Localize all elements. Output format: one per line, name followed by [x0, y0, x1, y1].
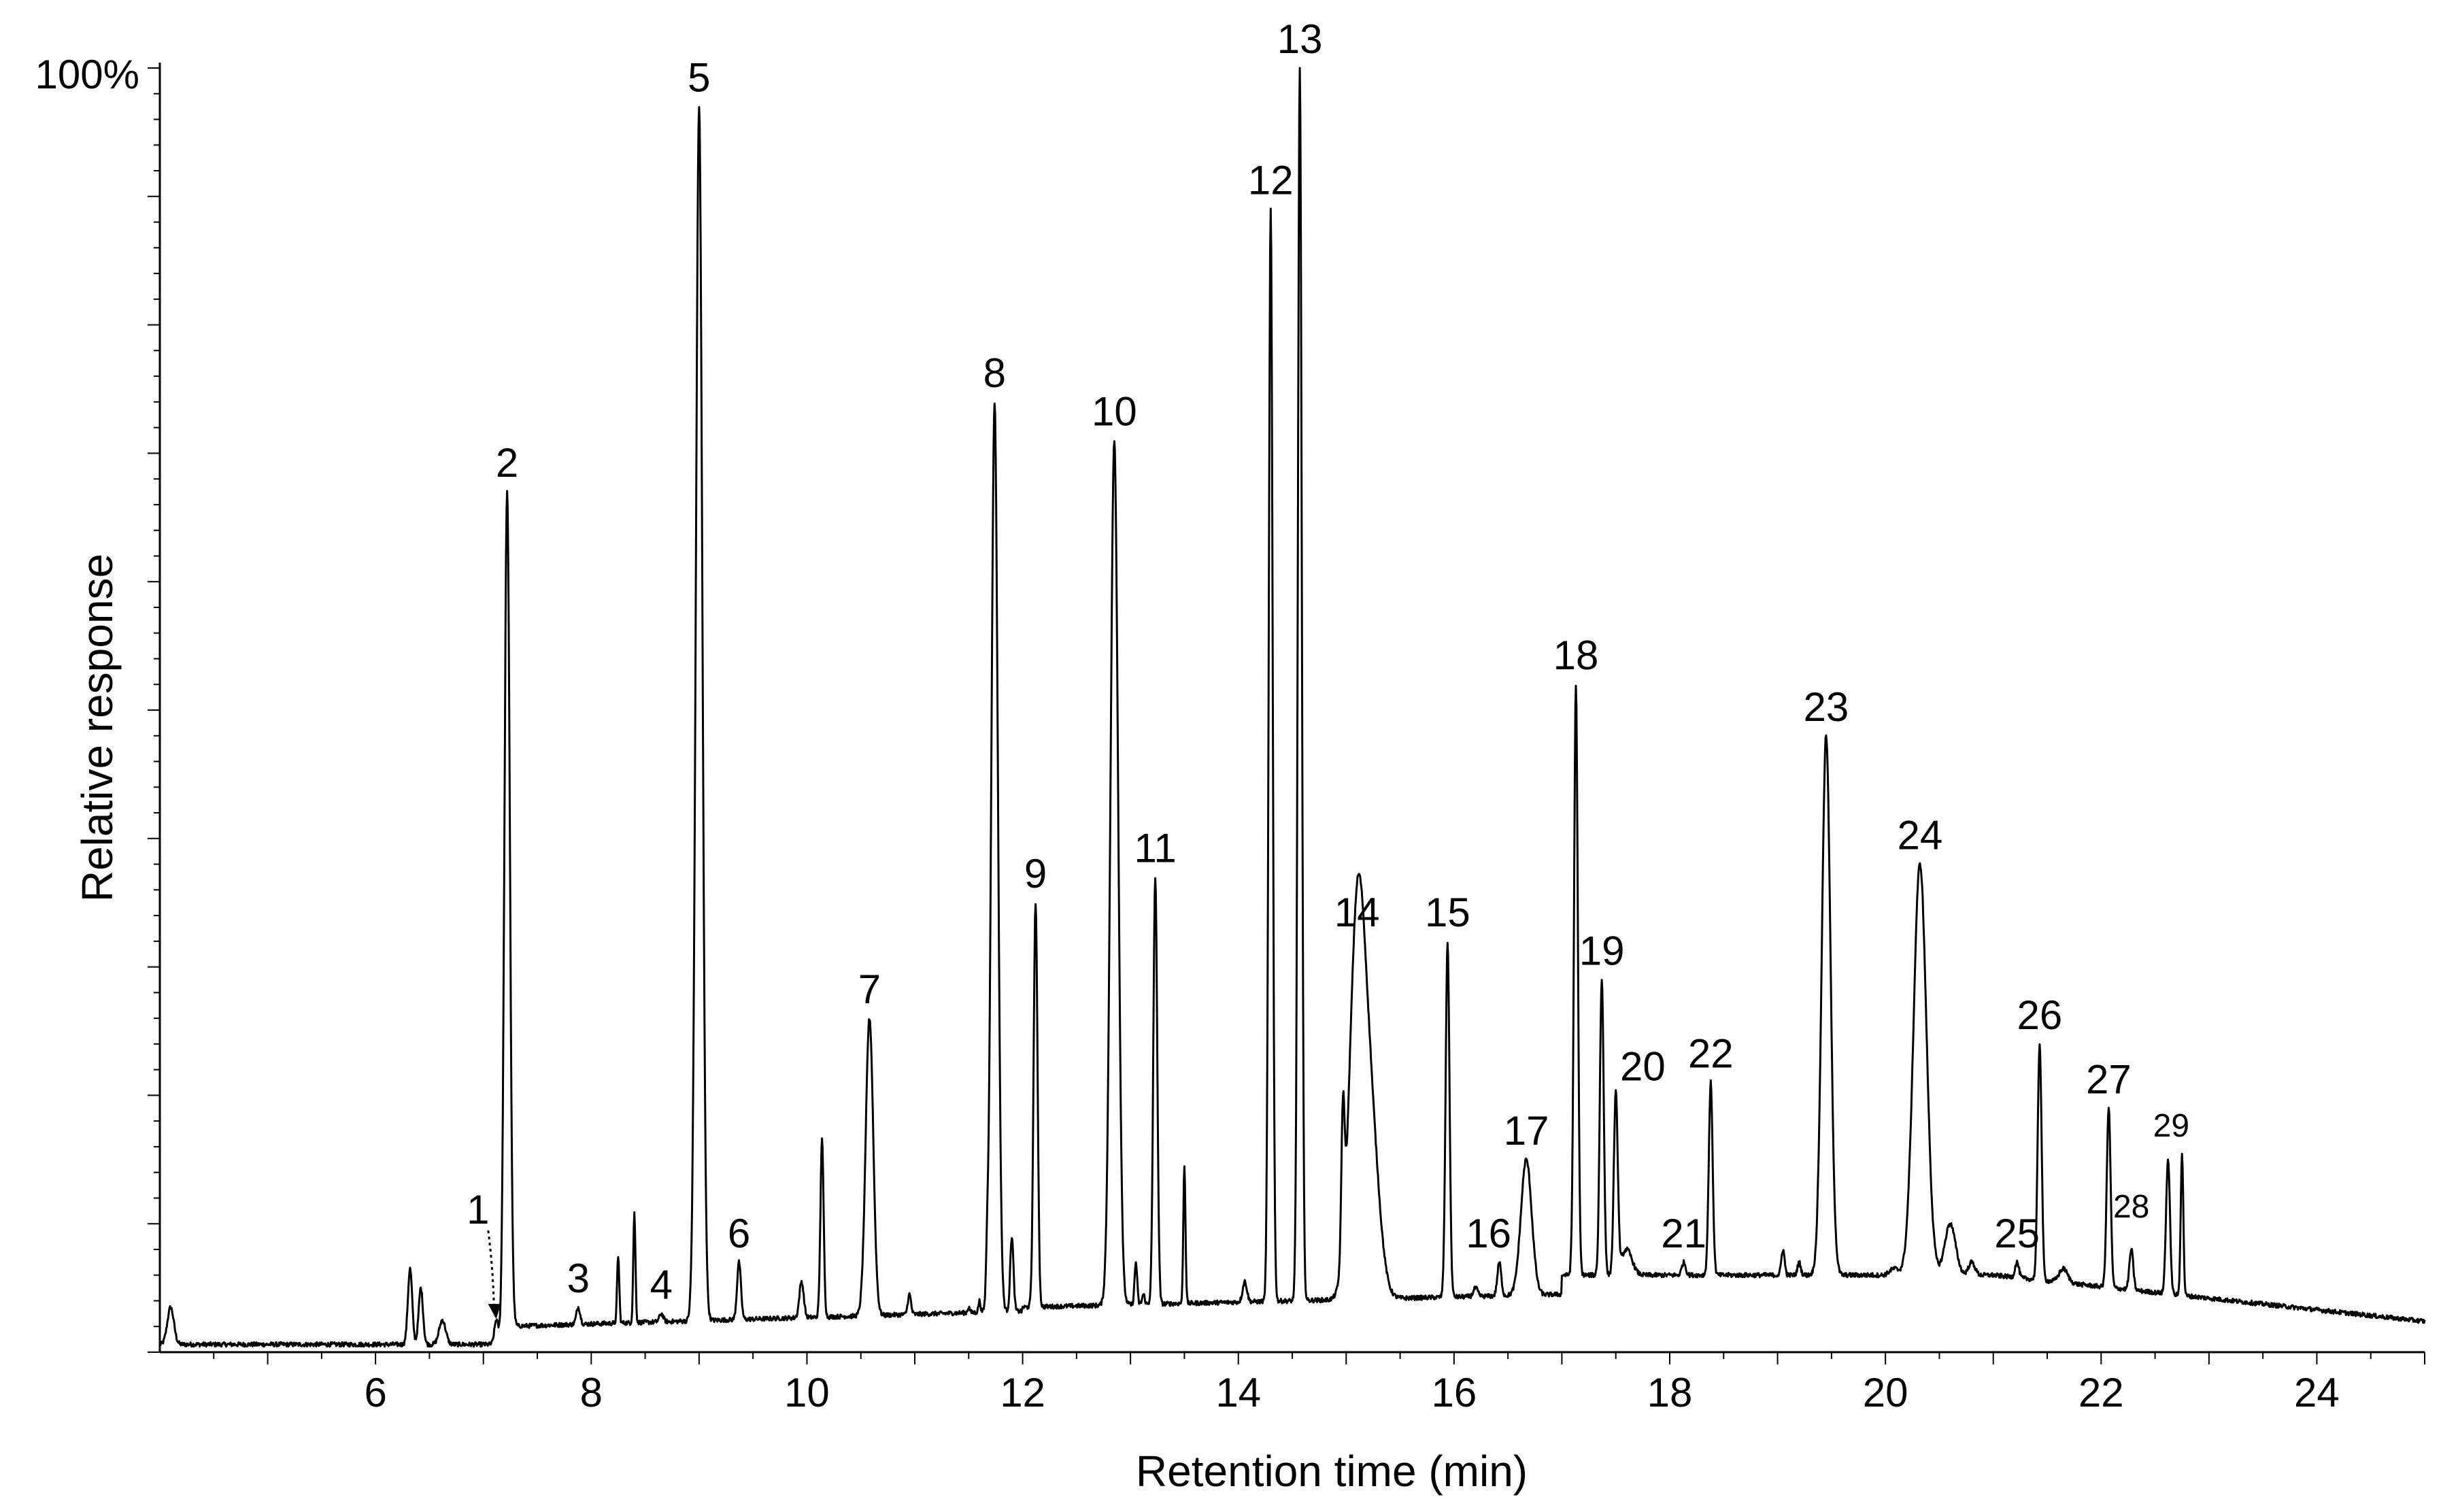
- x-tick-label: 6: [364, 1370, 386, 1415]
- peak-label-16: 16: [1466, 1211, 1511, 1256]
- peak-label-6: 6: [728, 1211, 750, 1256]
- x-tick-label: 8: [580, 1370, 603, 1415]
- peak-1-arrowhead: [488, 1304, 501, 1320]
- peak-label-14: 14: [1334, 890, 1380, 935]
- axes: 6 8 10 12 14 16 18 20 22 24: [148, 63, 2425, 1415]
- y-axis-title: Relative response: [73, 554, 122, 902]
- x-tick-label: 12: [1000, 1370, 1045, 1415]
- x-tick-label: 16: [1431, 1370, 1477, 1415]
- peak-label-21: 21: [1661, 1211, 1706, 1256]
- peak-label-18: 18: [1553, 633, 1599, 678]
- x-tick-label: 10: [784, 1370, 830, 1415]
- peak-label-13: 13: [1277, 16, 1323, 62]
- x-tick-label: 24: [2294, 1370, 2340, 1415]
- peak-label-22: 22: [1688, 1031, 1734, 1077]
- peak-label-20: 20: [1620, 1043, 1666, 1089]
- x-axis-ticks: 6 8 10 12 14 16 18 20 22 24: [213, 1352, 2425, 1415]
- peak-label-10: 10: [1092, 389, 1137, 435]
- peak-label-7: 7: [858, 967, 881, 1012]
- peak-label-28: 28: [2113, 1189, 2149, 1225]
- x-tick-label: 14: [1215, 1370, 1261, 1415]
- peak-label-23: 23: [1804, 684, 1849, 730]
- y-axis-top-label: 100%: [35, 52, 139, 97]
- peak-label-12: 12: [1248, 158, 1294, 203]
- peak-label-27: 27: [2086, 1056, 2132, 1102]
- peak-label-3: 3: [567, 1256, 590, 1301]
- peak-1-arrow: [487, 1230, 496, 1317]
- peak-label-19: 19: [1579, 928, 1625, 973]
- peak-label-17: 17: [1504, 1108, 1549, 1154]
- peak-label-25: 25: [1994, 1211, 2040, 1256]
- peak-label-26: 26: [2017, 992, 2063, 1038]
- peak-label-1: 1: [467, 1187, 489, 1232]
- peak-label-2: 2: [496, 440, 518, 486]
- peak-label-8: 8: [983, 350, 1006, 396]
- peak-label-5: 5: [688, 55, 710, 101]
- chromatogram-trace: [158, 67, 2426, 1348]
- peak-label-15: 15: [1425, 890, 1470, 935]
- y-axis-ticks: [148, 67, 160, 1353]
- peak-label-11: 11: [1134, 825, 1176, 871]
- peak-label-4: 4: [650, 1262, 673, 1307]
- peak-label-29: 29: [2153, 1108, 2189, 1144]
- x-tick-label: 22: [2078, 1370, 2124, 1415]
- x-axis-title: Retention time (min): [1136, 1447, 1528, 1496]
- x-tick-label: 18: [1647, 1370, 1693, 1415]
- peak-label-24: 24: [1898, 813, 1943, 858]
- peak-label-9: 9: [1024, 851, 1047, 896]
- x-tick-label: 20: [1863, 1370, 1908, 1415]
